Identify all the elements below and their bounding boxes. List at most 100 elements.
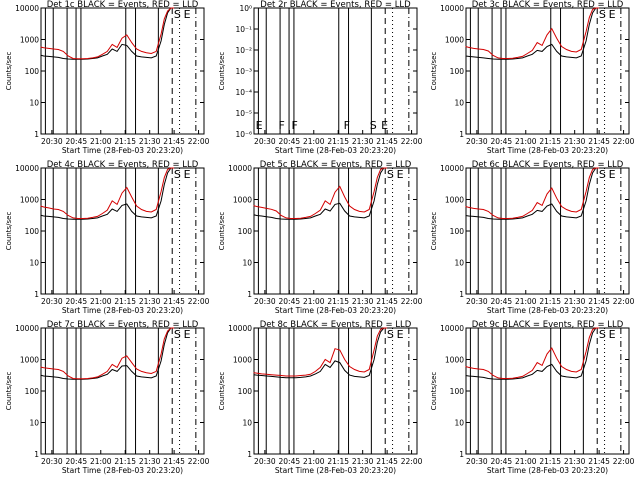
y-tick-label: 1 (459, 450, 464, 459)
x-axis-label: Start Time (28-Feb-03 20:23:20) (62, 146, 183, 155)
y-tick-label: 10⁻⁵ (235, 109, 252, 118)
y-tick-label: 10⁰ (239, 4, 252, 13)
x-axis-label: Start Time (28-Feb-03 20:23:20) (487, 466, 608, 475)
x-tick-label: 21:30 (139, 297, 161, 306)
plot-frame (40, 167, 205, 295)
event-marker-label: S (599, 8, 606, 21)
events-series-line (465, 7, 600, 60)
y-tick-label: 1 (34, 130, 39, 139)
y-tick-label: 100 (25, 67, 40, 76)
x-tick-label: 21:30 (139, 457, 161, 466)
x-tick-label: 21:30 (564, 137, 586, 146)
x-tick-label: 21:45 (588, 137, 610, 146)
x-tick-label: 21:00 (303, 457, 325, 466)
panel-title: Det 1c BLACK = Events, RED = LLD (47, 0, 199, 10)
y-tick-label: 10⁻³ (235, 67, 252, 76)
event-marker-label: E (397, 168, 404, 181)
panel-title: Det 5c BLACK = Events, RED = LLD (260, 160, 412, 170)
lld-series-line (40, 167, 175, 219)
panel-det-2: Det 2r BLACK = Events, RED = LLD 10⁻⁶ 10⁻⁵… (218, 0, 423, 155)
y-tick-label: 100 (450, 67, 465, 76)
y-axis-label: Counts/sec (218, 212, 226, 251)
lld-series-line (465, 167, 600, 219)
x-tick-label: 22:00 (188, 137, 210, 146)
x-tick-label: 21:45 (376, 457, 398, 466)
x-tick-label: 20:45 (66, 137, 88, 146)
y-tick-label: 10000 (440, 324, 464, 333)
y-tick-label: 1 (459, 130, 464, 139)
x-axis-label: Start Time (28-Feb-03 20:23:20) (62, 466, 183, 475)
event-marker-label: E (184, 8, 191, 21)
event-marker-label: F (278, 119, 284, 132)
x-axis-label: Start Time (28-Feb-03 20:23:20) (62, 306, 183, 315)
x-axis-label: Start Time (28-Feb-03 20:23:20) (275, 146, 396, 155)
event-marker-label: E (184, 168, 191, 181)
y-tick-label: 100 (238, 387, 253, 396)
x-tick-label: 22:00 (188, 457, 210, 466)
y-tick-label: 10 (29, 259, 39, 268)
plot-frame (465, 167, 630, 295)
x-tick-label: 21:00 (515, 457, 537, 466)
y-tick-label: 10000 (440, 164, 464, 173)
event-marker-label: S (174, 168, 181, 181)
y-tick-label: 10⁻⁶ (235, 130, 252, 139)
panel-det-7: Det 7c BLACK = Events, RED = LLD 1 10 100 10… (5, 320, 210, 475)
event-marker-label: S (174, 8, 181, 21)
x-tick-label: 20:45 (66, 457, 88, 466)
y-tick-label: 10000 (228, 164, 252, 173)
event-marker-label: F (291, 119, 297, 132)
event-marker-label: E (256, 119, 263, 132)
x-tick-label: 21:00 (90, 297, 112, 306)
x-tick-label: 20:30 (254, 297, 276, 306)
x-tick-label: 21:00 (515, 297, 537, 306)
plot-frame (40, 7, 205, 135)
y-tick-label: 10 (29, 99, 39, 108)
event-marker-label: S (599, 168, 606, 181)
x-tick-label: 22:00 (401, 297, 423, 306)
y-tick-label: 1000 (233, 196, 252, 205)
events-series-line (253, 167, 388, 220)
y-tick-label: 1000 (445, 36, 464, 45)
plot-frame (253, 327, 418, 455)
x-tick-label: 21:30 (352, 297, 374, 306)
panel-det-3: Det 3c BLACK = Events, RED = LLD 1 10 100 10… (430, 0, 635, 155)
panel-title: Det 3c BLACK = Events, RED = LLD (472, 0, 624, 10)
y-tick-label: 100 (25, 227, 40, 236)
y-tick-label: 100 (450, 387, 465, 396)
x-axis-label: Start Time (28-Feb-03 20:23:20) (275, 306, 396, 315)
events-series-line (253, 327, 388, 379)
x-tick-label: 21:15 (327, 297, 349, 306)
x-tick-label: 21:30 (352, 457, 374, 466)
x-tick-label: 21:15 (327, 457, 349, 466)
panel-title: Det 6c BLACK = Events, RED = LLD (472, 160, 624, 170)
panel-det-9: Det 9c BLACK = Events, RED = LLD 1 10 100 10… (430, 320, 635, 475)
y-tick-label: 1 (247, 450, 252, 459)
y-axis-label: Counts/sec (218, 52, 226, 91)
y-axis-label: Counts/sec (430, 372, 438, 411)
y-tick-label: 10⁻⁴ (235, 88, 252, 97)
x-tick-label: 21:00 (303, 297, 325, 306)
x-tick-label: 20:30 (41, 457, 63, 466)
y-tick-label: 1 (34, 290, 39, 299)
y-tick-label: 10 (454, 259, 464, 268)
panel-det-8: Det 8c BLACK = Events, RED = LLD 1 10 100 10… (218, 320, 423, 475)
x-tick-label: 20:45 (279, 297, 301, 306)
x-tick-label: 20:45 (491, 457, 513, 466)
event-marker-label: E (609, 8, 616, 21)
y-axis-label: Counts/sec (430, 212, 438, 251)
x-axis-label: Start Time (28-Feb-03 20:23:20) (487, 146, 608, 155)
x-tick-label: 20:30 (466, 457, 488, 466)
event-marker-label: E (397, 328, 404, 341)
x-tick-label: 22:00 (613, 297, 635, 306)
x-tick-label: 21:15 (539, 297, 561, 306)
events-series-line (40, 327, 175, 380)
x-tick-label: 20:45 (279, 457, 301, 466)
x-tick-label: 21:45 (588, 457, 610, 466)
lld-series-line (40, 327, 175, 380)
x-tick-label: 21:00 (303, 137, 325, 146)
y-axis-label: Counts/sec (5, 372, 13, 411)
events-series-line (465, 167, 600, 220)
event-marker-label: E (184, 328, 191, 341)
event-marker-label: S (387, 168, 394, 181)
panel-title: Det 7c BLACK = Events, RED = LLD (47, 320, 199, 330)
